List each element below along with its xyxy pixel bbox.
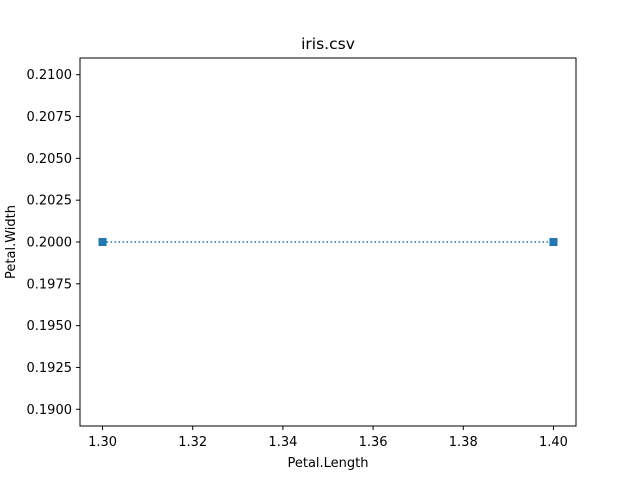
plot-area <box>98 238 558 246</box>
chart-title: iris.csv <box>301 35 355 53</box>
y-tick-label: 0.2100 <box>27 68 73 83</box>
y-tick-label: 0.1975 <box>27 277 73 292</box>
y-tick-label: 0.1950 <box>27 319 73 334</box>
x-axis-label: Petal.Length <box>287 456 368 471</box>
x-tick-label: 1.36 <box>359 435 388 450</box>
data-point-marker <box>549 238 558 246</box>
x-tick-label: 1.30 <box>88 435 117 450</box>
y-tick-label: 0.1900 <box>27 403 73 418</box>
y-tick-label: 0.2000 <box>27 236 73 251</box>
x-tick-label: 1.34 <box>268 435 297 450</box>
x-tick-label: 1.32 <box>178 435 207 450</box>
x-tick-label: 1.38 <box>449 435 478 450</box>
data-point-marker <box>98 238 107 246</box>
y-tick-label: 0.2075 <box>27 110 73 125</box>
y-axis-label: Petal.Width <box>4 205 19 279</box>
y-tick-label: 0.2050 <box>27 152 73 167</box>
y-tick-label: 0.2025 <box>27 194 73 209</box>
y-tick-label: 0.1925 <box>27 361 73 376</box>
x-tick-label: 1.40 <box>539 435 568 450</box>
